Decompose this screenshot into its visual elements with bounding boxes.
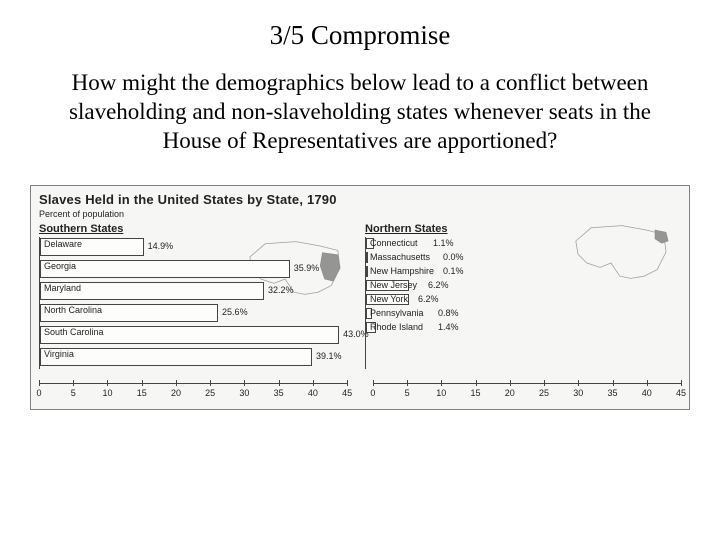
axis-tick-label: 15 xyxy=(471,388,481,398)
axis-tick xyxy=(176,380,177,386)
state-name: Massachusetts xyxy=(370,252,430,262)
bar-row: Maryland 32.2% xyxy=(40,281,355,303)
bar-row: New Jersey 6.2% xyxy=(366,279,681,293)
axis-tick-label: 40 xyxy=(308,388,318,398)
axis-tick xyxy=(647,380,648,386)
axis-tick-label: 0 xyxy=(370,388,375,398)
bar-value: 0.0% xyxy=(443,252,464,262)
axis-tick xyxy=(441,380,442,386)
axis-tick-label: 10 xyxy=(436,388,446,398)
bar-value: 25.6% xyxy=(222,307,248,317)
axis-tick xyxy=(681,380,682,386)
axis-tick-label: 40 xyxy=(642,388,652,398)
state-name: Georgia xyxy=(44,261,76,271)
x-axis: 051015202530354045 051015202530354045 xyxy=(39,383,681,405)
bar-row: Pennsylvania 0.8% xyxy=(366,307,681,321)
axis-tick xyxy=(510,380,511,386)
axis-tick-label: 5 xyxy=(405,388,410,398)
axis-tick-label: 35 xyxy=(274,388,284,398)
bar-row: Connecticut 1.1% xyxy=(366,237,681,251)
bar-value: 39.1% xyxy=(316,351,342,361)
axis-tick-label: 45 xyxy=(342,388,352,398)
bar-row: South Carolina43.0% xyxy=(40,325,355,347)
bar-row: New Hampshire 0.1% xyxy=(366,265,681,279)
bar xyxy=(366,252,368,263)
axis-tick-label: 25 xyxy=(205,388,215,398)
bar-value: 1.1% xyxy=(433,238,454,248)
chart-title: Slaves Held in the United States by Stat… xyxy=(39,192,681,207)
axis-tick-label: 20 xyxy=(505,388,515,398)
state-name: Virginia xyxy=(44,349,74,359)
bar-row: New York 6.2% xyxy=(366,293,681,307)
bar-row: Georgia 35.9% xyxy=(40,259,355,281)
state-name: New York xyxy=(370,294,408,304)
bar-row: Massachusetts 0.0% xyxy=(366,251,681,265)
bar-value: 14.9% xyxy=(148,241,174,251)
bar xyxy=(366,266,368,277)
axis-tick xyxy=(73,380,74,386)
south-panel: Southern States Delaware14.9%Georgia35.9… xyxy=(39,223,355,393)
axis-tick-label: 30 xyxy=(573,388,583,398)
axis-tick xyxy=(407,380,408,386)
state-name: New Hampshire xyxy=(370,266,434,276)
bar-row: North Carolina 25.6% xyxy=(40,303,355,325)
axis-tick xyxy=(476,380,477,386)
axis-tick xyxy=(313,380,314,386)
question-text: How might the demographics below lead to… xyxy=(30,69,690,155)
bar-value: 6.2% xyxy=(428,280,449,290)
slide: 3/5 Compromise How might the demographic… xyxy=(0,0,720,540)
axis-tick xyxy=(279,380,280,386)
page-title: 3/5 Compromise xyxy=(30,20,690,51)
bar-row: Rhode Island 1.4% xyxy=(366,321,681,335)
axis-tick xyxy=(210,380,211,386)
axis-tick-label: 10 xyxy=(102,388,112,398)
bar xyxy=(40,348,312,366)
bar-value: 0.1% xyxy=(443,266,464,276)
axis-tick-label: 0 xyxy=(36,388,41,398)
state-name: Rhode Island xyxy=(370,322,423,332)
axis-tick xyxy=(613,380,614,386)
north-panel: Northern States Connecticut1.1%Massachus… xyxy=(365,223,681,393)
bar-value: 32.2% xyxy=(268,285,294,295)
state-name: Pennsylvania xyxy=(370,308,424,318)
state-name: Delaware xyxy=(44,239,82,249)
axis-tick-label: 25 xyxy=(539,388,549,398)
bar xyxy=(40,260,290,278)
state-name: North Carolina xyxy=(44,305,102,315)
axis-tick xyxy=(39,380,40,386)
axis-tick xyxy=(373,380,374,386)
state-name: Connecticut xyxy=(370,238,418,248)
axis-tick-label: 30 xyxy=(239,388,249,398)
axis-tick-label: 45 xyxy=(676,388,686,398)
axis-tick xyxy=(244,380,245,386)
bar-value: 35.9% xyxy=(294,263,320,273)
axis-tick-label: 15 xyxy=(137,388,147,398)
bar-row: Virginia 39.1% xyxy=(40,347,355,369)
bar-value: 1.4% xyxy=(438,322,459,332)
axis-tick xyxy=(347,380,348,386)
bar-value: 0.8% xyxy=(438,308,459,318)
axis-tick xyxy=(107,380,108,386)
axis-tick-label: 35 xyxy=(608,388,618,398)
axis-tick xyxy=(578,380,579,386)
axis-tick-label: 20 xyxy=(171,388,181,398)
state-name: Maryland xyxy=(44,283,81,293)
state-name: South Carolina xyxy=(44,327,104,337)
bar-row: Delaware 14.9% xyxy=(40,237,355,259)
state-name: New Jersey xyxy=(370,280,417,290)
axis-tick xyxy=(544,380,545,386)
demographics-chart: Slaves Held in the United States by Stat… xyxy=(30,185,690,410)
bar-value: 6.2% xyxy=(418,294,439,304)
axis-tick-label: 5 xyxy=(71,388,76,398)
axis-tick xyxy=(142,380,143,386)
